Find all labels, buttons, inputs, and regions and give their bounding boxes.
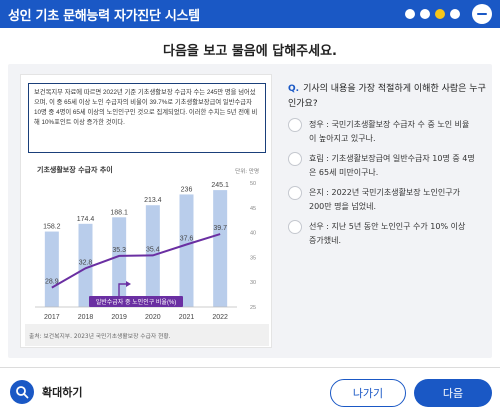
x-axis-tick-label: 2021 <box>179 314 195 321</box>
right-axis-tick-label: 40 <box>250 231 256 237</box>
zoom-button[interactable]: 확대하기 <box>10 380 82 404</box>
exit-button[interactable]: 나가기 <box>330 379 406 407</box>
line-value-label: 32.8 <box>79 259 93 266</box>
radio-button[interactable] <box>288 186 302 200</box>
chart-bar <box>213 190 228 307</box>
bar-value-label: 213.4 <box>144 197 162 204</box>
right-axis-tick-label: 25 <box>250 305 256 311</box>
x-axis-tick-label: 2022 <box>212 314 228 321</box>
option-text: 효림 : 기초생활보장급여 일반수급자 10명 중 4명은 65세 미만이구나. <box>309 154 475 177</box>
question-marker: Q. <box>288 84 300 94</box>
chart-bar <box>44 231 59 307</box>
app-title: 성인 기초 문해능력 자가진단 시스템 <box>8 9 200 24</box>
passage-box: 보건복지부 자료에 따르면 2022년 기준 기초생활보장 수급자 수는 245… <box>28 83 266 153</box>
bar-value-label: 174.4 <box>77 216 95 223</box>
callout-arrowhead <box>126 281 131 287</box>
option-text: 정우 : 국민기초생활보장 수급자 수 중 노인 비율이 높아지고 있구나. <box>309 120 470 143</box>
chart-title: 기초생활보장 수급자 추이 <box>37 166 113 174</box>
line-value-label: 35.4 <box>146 246 160 253</box>
line-value-label: 28.9 <box>45 279 59 286</box>
x-axis-tick-label: 2019 <box>111 314 127 321</box>
minus-icon <box>477 13 487 15</box>
content-card: 보건복지부 자료에 따르면 2022년 기준 기초생활보장 수급자 수는 245… <box>8 64 492 358</box>
option-text: 은지 : 2022년 국민기초생활보장 노인인구가 200만 명을 넘었네. <box>309 188 460 211</box>
x-axis-tick-label: 2017 <box>44 314 60 321</box>
ratio-line <box>51 233 221 289</box>
right-axis-tick-label: 35 <box>250 255 256 261</box>
magnifier-icon <box>16 386 29 399</box>
progress-dot-3 <box>435 9 445 19</box>
chart-bar <box>78 223 93 307</box>
option-text: 선우 : 지난 5년 동안 노인인구 수가 10% 이상 증가했네. <box>309 222 466 245</box>
callout-box <box>89 296 183 307</box>
material-panel: 보건복지부 자료에 따르면 2022년 기준 기초생활보장 수급자 수는 245… <box>20 74 272 348</box>
line-value-label: 39.7 <box>213 225 227 232</box>
chart-unit: 단위: 만명 <box>235 169 259 175</box>
bar-value-label: 188.1 <box>110 209 128 216</box>
next-button[interactable]: 다음 <box>414 379 492 407</box>
chart-bar <box>179 194 194 307</box>
radio-button[interactable] <box>288 118 302 132</box>
callout-label: 일반수급자 중 노인인구 비율(%) <box>96 298 177 306</box>
progress-dots <box>405 9 460 19</box>
radio-button[interactable] <box>288 152 302 166</box>
x-axis-tick-label: 2020 <box>145 314 161 321</box>
radio-button[interactable] <box>288 220 302 234</box>
question-text: 기사의 내용을 가장 적절하게 이해한 사람은 누구인가요? <box>288 84 486 109</box>
instruction-text: 다음을 보고 물음에 답해주세요. <box>163 44 337 59</box>
x-axis-tick-label: 2018 <box>78 314 94 321</box>
zoom-label: 확대하기 <box>42 386 83 399</box>
progress-dot-2 <box>420 9 430 19</box>
line-value-label: 35.3 <box>112 247 126 254</box>
bar-value-label: 236 <box>181 186 193 193</box>
chart-source: 출처: 보건복지부. 2023년 국민기초생활보장 수급자 현황. <box>25 324 269 346</box>
title-bar: 성인 기초 문해능력 자가진단 시스템 <box>0 0 500 28</box>
minimize-button[interactable] <box>472 4 492 24</box>
question: Q. 기사의 내용을 가장 적절하게 이해한 사람은 누구인가요? <box>288 82 488 112</box>
zoom-icon <box>10 380 34 404</box>
right-axis-tick-label: 45 <box>250 206 256 212</box>
callout-arrow <box>118 283 129 296</box>
right-axis-tick-label: 50 <box>250 181 256 187</box>
progress-dot-1 <box>405 9 415 19</box>
right-axis-tick-label: 30 <box>250 280 256 286</box>
bar-value-label: 158.2 <box>43 224 61 231</box>
footer-divider <box>0 367 500 368</box>
line-value-label: 37.6 <box>180 236 194 243</box>
progress-dot-4 <box>450 9 460 19</box>
bar-line-chart: 25 30 35 40 45 50 158.2 2017 174.4 2018 188.1 2019 2… <box>35 181 256 321</box>
bar-value-label: 245.1 <box>211 182 229 189</box>
